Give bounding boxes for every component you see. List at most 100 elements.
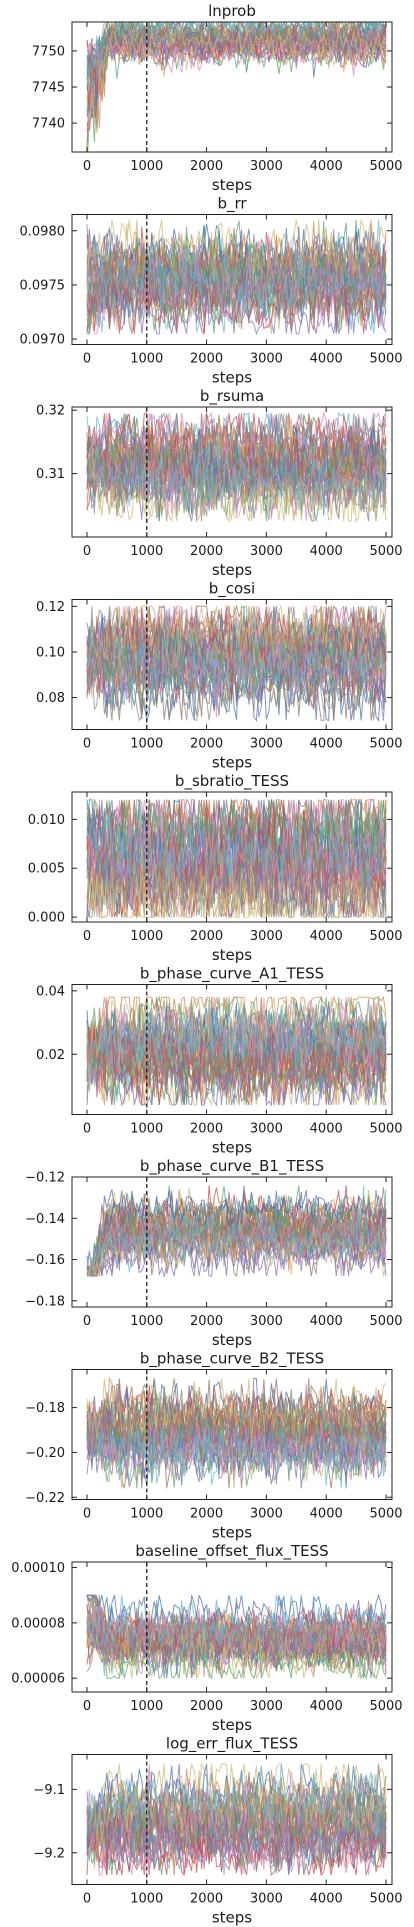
plot-frame — [71, 1754, 393, 1885]
walker-line-39 — [86, 1378, 387, 1450]
x-tick-label: 5000 — [369, 1314, 402, 1329]
x-tick-label: 5000 — [369, 352, 402, 367]
trace-panel-4: 0 1000 2000 3000 4000 5000 0.08 0.10 0.12 b_cosis… — [36, 580, 403, 772]
x-tick-label: 3000 — [250, 159, 283, 174]
plot-frame — [71, 599, 393, 730]
walker-line-36 — [86, 22, 387, 98]
walker-line-40 — [86, 1600, 387, 1656]
x-tick-label: 4000 — [310, 159, 343, 174]
walker-line-35 — [86, 799, 387, 918]
y-tick-label: 0.02 — [36, 1048, 65, 1063]
walker-line-29 — [86, 1608, 387, 1665]
x-tick-label: 1000 — [130, 1122, 163, 1137]
walker-traces — [86, 219, 387, 336]
walker-line-33 — [86, 1386, 387, 1459]
y-tick-label: 0.0975 — [20, 278, 66, 293]
x-axis-label: steps — [212, 1909, 252, 1927]
walker-line-40 — [86, 1424, 387, 1486]
y-tick-label: 0.005 — [28, 862, 65, 877]
chart-title: b_rsuma — [200, 387, 264, 406]
x-tick-label: 0 — [83, 1892, 91, 1907]
y-tick-label: 0.32 — [36, 404, 65, 419]
walker-line-39 — [86, 25, 387, 152]
x-tick-label: 1000 — [130, 1699, 163, 1714]
y-tick-label: −0.20 — [25, 1446, 65, 1461]
walker-traces — [86, 995, 387, 1107]
walker-line-34 — [86, 604, 387, 701]
trace-panel-3: 0 1000 2000 3000 4000 5000 0.31 0.32 b_rsumastep… — [36, 387, 403, 579]
y-tick-label: 0.10 — [36, 645, 65, 660]
plot-frame — [71, 214, 393, 345]
trace-panel-9: 0 1000 2000 3000 4000 5000 0.00006 0.00008 0.000… — [11, 1542, 402, 1734]
x-tick-label: 0 — [83, 544, 91, 559]
walker-line-40 — [86, 435, 387, 511]
chart-title: b_phase_curve_B2_TESS — [140, 1350, 324, 1369]
walker-traces — [86, 1762, 387, 1877]
walker-line-35 — [86, 1038, 387, 1107]
x-tick-label: 4000 — [310, 737, 343, 752]
walker-traces — [86, 1593, 387, 1681]
x-axis-label: steps — [212, 1524, 252, 1542]
x-axis-label: steps — [212, 946, 252, 964]
x-tick-label: 5000 — [369, 159, 402, 174]
x-tick-label: 0 — [83, 1699, 91, 1714]
walker-line-33 — [86, 1618, 387, 1681]
walker-line-36 — [86, 1611, 387, 1670]
y-tick-label: −0.18 — [25, 1294, 65, 1309]
plot-frame — [71, 984, 393, 1115]
walker-line-39 — [86, 219, 387, 302]
plot-frame — [71, 406, 393, 538]
y-tick-label: 0.000 — [28, 911, 65, 926]
walker-line-40 — [86, 625, 387, 706]
x-tick-label: 0 — [83, 352, 91, 367]
x-tick-label: 4000 — [310, 1699, 343, 1714]
walker-line-37 — [86, 234, 387, 328]
y-tick-label: 7745 — [32, 81, 65, 96]
walker-line-38 — [86, 997, 387, 1086]
y-tick-label: −9.1 — [33, 1783, 65, 1798]
walker-line-35 — [87, 1215, 387, 1277]
walker-line-32 — [86, 1606, 387, 1662]
x-tick-label: 1000 — [130, 1314, 163, 1329]
x-axis-label: steps — [212, 561, 252, 579]
walker-line-26 — [86, 413, 387, 497]
walker-line-36 — [86, 1763, 387, 1848]
walker-line-26 — [86, 604, 387, 680]
trace-panel-8: 0 1000 2000 3000 4000 5000 −0.22 −0.20 −0.18 b_ph… — [25, 1350, 402, 1542]
walker-line-39 — [86, 1626, 387, 1679]
plot-frame — [71, 1369, 393, 1500]
walker-line-19 — [86, 1634, 387, 1681]
walker-line-35 — [86, 1407, 387, 1489]
y-tick-label: −9.2 — [33, 1846, 65, 1861]
x-tick-label: 3000 — [250, 1122, 283, 1137]
walker-line-38 — [86, 799, 387, 919]
chart-title: b_cosi — [209, 580, 255, 599]
walker-line-40 — [86, 998, 387, 1092]
y-tick-label: −0.22 — [25, 1491, 65, 1506]
y-tick-label: 0.31 — [36, 467, 65, 482]
trace-panel-5: 0 1000 2000 3000 4000 5000 0.000 0.005 0.010 b_sb… — [28, 772, 403, 964]
x-tick-label: 3000 — [250, 544, 283, 559]
x-tick-label: 0 — [83, 159, 91, 174]
walker-line-33 — [86, 1043, 387, 1106]
x-tick-label: 5000 — [369, 1507, 402, 1522]
walker-line-40 — [87, 1207, 387, 1277]
walker-line-38 — [87, 1594, 387, 1668]
trace-panel-1: 0 1000 2000 3000 4000 5000 7740 7745 7750 lnprob s… — [32, 2, 403, 194]
x-tick-label: 0 — [83, 737, 91, 752]
x-tick-label: 3000 — [250, 352, 283, 367]
walker-line-38 — [86, 1385, 387, 1468]
walker-line-16 — [86, 1378, 387, 1452]
walker-line-40 — [86, 242, 387, 314]
walker-line-37 — [86, 1763, 387, 1848]
x-tick-label: 1000 — [130, 352, 163, 367]
y-tick-label: 0.0980 — [20, 224, 66, 239]
chart-title: baseline_offset_flux_TESS — [135, 1542, 328, 1561]
x-tick-label: 5000 — [369, 1699, 402, 1714]
x-tick-label: 2000 — [190, 544, 223, 559]
walker-line-33 — [86, 438, 387, 522]
x-tick-label: 3000 — [250, 737, 283, 752]
walker-line-38 — [86, 447, 387, 522]
walker-line-39 — [87, 1227, 387, 1277]
walker-line-12 — [86, 1031, 387, 1106]
